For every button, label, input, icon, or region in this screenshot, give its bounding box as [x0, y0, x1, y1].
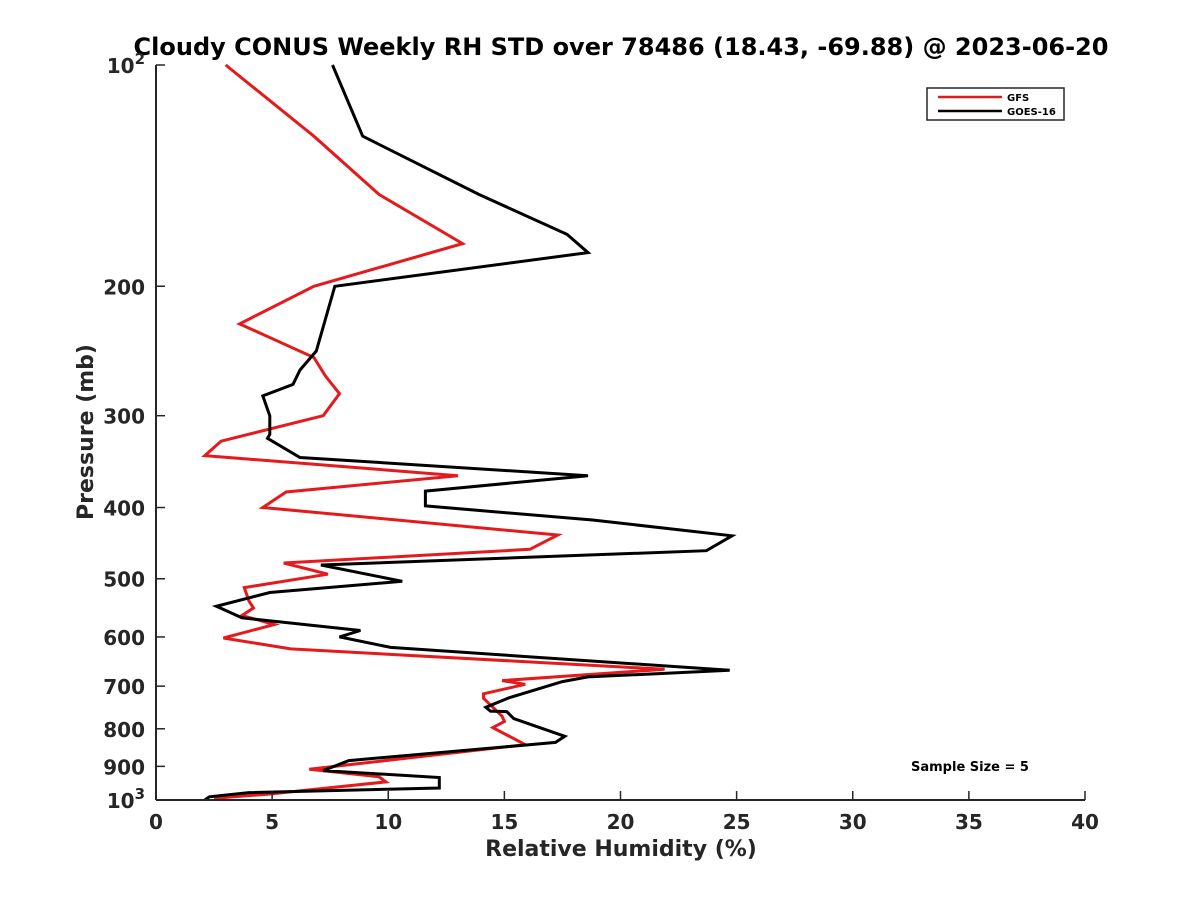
series-line-goes-16 — [203, 64, 737, 802]
x-tick-label: 30 — [839, 810, 867, 834]
series-line-gfs — [201, 63, 665, 801]
x-tick-label: 5 — [265, 810, 279, 834]
y-tick-label: 200 — [103, 275, 145, 299]
chart-title: Cloudy CONUS Weekly RH STD over 78486 (1… — [134, 33, 1109, 61]
y-tick-label: 600 — [103, 626, 145, 650]
x-tick-label: 20 — [607, 810, 635, 834]
x-tick-label: 25 — [723, 810, 751, 834]
legend-box — [926, 87, 1065, 121]
y-tick-label: 102 — [107, 50, 145, 78]
y-tick-label: 500 — [103, 568, 145, 592]
x-tick-label: 35 — [955, 810, 983, 834]
y-tick-label: 103 — [107, 785, 145, 813]
x-tick-label: 10 — [374, 810, 402, 834]
sample-size-annotation: Sample Size = 5 — [911, 760, 1029, 775]
y-ticks: 102 200 300 400 500 600 700 800 900 103 — [103, 50, 165, 813]
y-tick-label: 900 — [103, 755, 145, 779]
x-tick-label: 0 — [149, 810, 163, 834]
y-axis-label: Pressure (mb) — [74, 344, 99, 520]
y-tick-label: 400 — [103, 497, 145, 521]
y-tick-label: 300 — [103, 405, 145, 429]
legend-label-gfs: GFS — [1007, 93, 1029, 104]
y-tick-label: 700 — [103, 675, 145, 699]
x-tick-label: 15 — [490, 810, 518, 834]
legend: GFS GOES-16 — [926, 87, 1065, 121]
y-tick-label: 800 — [103, 718, 145, 742]
series-layer — [201, 63, 737, 802]
x-axis-label: Relative Humidity (%) — [485, 837, 757, 862]
legend-label-goes-16: GOES-16 — [1007, 107, 1056, 118]
plot-area: 0 5 10 15 20 25 30 35 40 102 200 300 400 500 600 700 80… — [103, 50, 1099, 834]
x-ticks: 0 5 10 15 20 25 30 35 40 — [149, 791, 1099, 834]
x-tick-label: 40 — [1071, 810, 1099, 834]
